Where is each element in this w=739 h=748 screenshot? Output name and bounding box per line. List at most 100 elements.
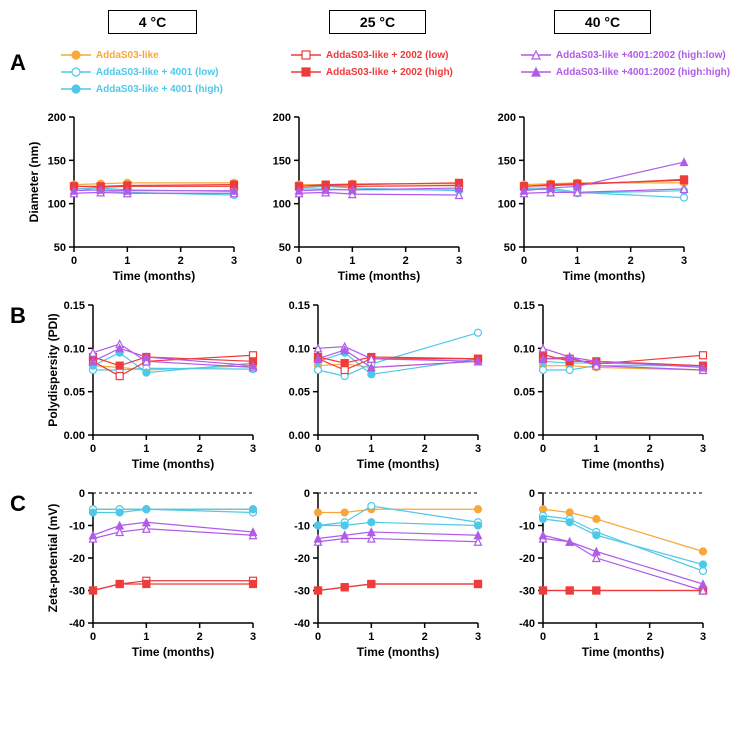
svg-text:-40: -40 [294,618,310,630]
figure-container: 4 °C25 °C40 °C A AddaS03-likeAddaS03-lik… [10,10,729,663]
svg-text:-30: -30 [69,586,85,598]
svg-text:-40: -40 [519,618,535,630]
svg-text:200: 200 [273,112,291,124]
svg-text:100: 100 [273,199,291,211]
svg-text:3: 3 [456,255,462,267]
svg-text:Time (months): Time (months) [357,457,439,471]
svg-text:Diameter (nm): Diameter (nm) [27,142,41,223]
legend-item: AddaS03-like + 2002 (high) [291,65,506,79]
svg-text:0.10: 0.10 [514,343,535,355]
svg-text:0.10: 0.10 [289,343,310,355]
svg-text:2: 2 [197,443,203,455]
svg-text:0.15: 0.15 [289,300,310,312]
svg-text:0: 0 [315,631,321,643]
svg-text:Zeta-potential (mV): Zeta-potential (mV) [46,504,60,613]
svg-text:Time (months): Time (months) [563,269,645,283]
svg-text:0: 0 [529,488,535,500]
svg-text:3: 3 [475,443,481,455]
legend-item: AddaS03-like +4001:2002 (high:high) [521,65,736,79]
svg-text:0: 0 [90,443,96,455]
svg-text:2: 2 [402,255,408,267]
svg-text:1: 1 [368,631,374,643]
svg-text:-10: -10 [69,521,85,533]
panels-row-C: Zeta-potential (mV) -40 -30 -20 -10 0 0 1 2 3 Time… [45,483,710,663]
panels-row-A: Diameter (nm) 50 100 150 200 0 1 2 3 Time (months… [26,107,736,287]
svg-text:-30: -30 [519,586,535,598]
svg-text:1: 1 [143,443,149,455]
svg-text:3: 3 [250,631,256,643]
svg-text:1: 1 [593,631,599,643]
svg-text:0: 0 [521,255,527,267]
svg-text:0.10: 0.10 [64,343,85,355]
row-C: C Zeta-potential (mV) -40 -30 -20 -10 0 0 1 2 3 Ti… [10,483,729,663]
svg-text:150: 150 [48,155,66,167]
svg-text:0: 0 [315,443,321,455]
chart-panel: Diameter (nm)501001502000123Time (months… [26,107,241,287]
svg-text:50: 50 [504,242,516,254]
legend-item: AddaS03-like + 4001 (low) [61,65,276,79]
svg-text:-40: -40 [69,618,85,630]
svg-text:2: 2 [422,631,428,643]
svg-text:2: 2 [647,443,653,455]
svg-text:50: 50 [54,242,66,254]
svg-text:Time (months): Time (months) [113,269,195,283]
svg-text:0.00: 0.00 [514,430,535,442]
row-label-B: B [10,295,45,329]
chart-panel: 501001502000123Time (months) [476,107,691,287]
svg-text:Time (months): Time (months) [582,457,664,471]
svg-text:100: 100 [48,199,66,211]
legend-item: AddaS03-like + 2002 (low) [291,48,506,62]
svg-text:1: 1 [574,255,580,267]
svg-text:150: 150 [273,155,291,167]
svg-text:0: 0 [90,631,96,643]
legend-item: AddaS03-like +4001:2002 (high:low) [521,48,736,62]
row-B: B Polydispersity (PDI) 0.00 0.05 0.10 0.15 0 1… [10,295,729,475]
svg-text:3: 3 [681,255,687,267]
svg-text:50: 50 [279,242,291,254]
svg-text:-10: -10 [294,521,310,533]
chart-panel: -40-30-20-1000123Time (months) [270,483,485,663]
panels-row-B: Polydispersity (PDI) 0.00 0.05 0.10 0.15 0 1 2 3… [45,295,710,475]
svg-text:1: 1 [143,631,149,643]
legend-item: AddaS03-like [61,48,276,62]
chart-panel: 0.000.050.100.150123Time (months) [270,295,485,475]
svg-text:2: 2 [177,255,183,267]
chart-panel: -40-30-20-1000123Time (months) [495,483,710,663]
row-label-C: C [10,483,45,517]
legend-item: AddaS03-like + 4001 (high) [61,82,276,96]
svg-text:0.00: 0.00 [289,430,310,442]
svg-text:Time (months): Time (months) [132,645,214,659]
chart-panel: Polydispersity (PDI)0.000.050.100.150123… [45,295,260,475]
svg-text:Time (months): Time (months) [338,269,420,283]
svg-text:2: 2 [647,631,653,643]
svg-text:0.05: 0.05 [289,387,310,399]
svg-text:3: 3 [700,631,706,643]
svg-text:2: 2 [197,631,203,643]
svg-text:-30: -30 [294,586,310,598]
svg-text:2: 2 [627,255,633,267]
legend: AddaS03-like AddaS03-like + 4001 (low) Add… [61,48,736,99]
svg-text:100: 100 [498,199,516,211]
svg-text:0: 0 [79,488,85,500]
svg-text:0.15: 0.15 [514,300,535,312]
svg-text:Time (months): Time (months) [132,457,214,471]
temperature-header: 40 °C [495,10,710,34]
svg-text:3: 3 [250,443,256,455]
svg-text:0.05: 0.05 [64,387,85,399]
row-label-A: A [10,42,26,76]
svg-text:0.15: 0.15 [64,300,85,312]
svg-text:150: 150 [498,155,516,167]
svg-text:1: 1 [593,443,599,455]
svg-text:0: 0 [540,443,546,455]
svg-text:200: 200 [48,112,66,124]
row-A-with-legend: A AddaS03-like AddaS03-like + 4001 (low) A… [10,42,729,287]
svg-text:0: 0 [540,631,546,643]
chart-panel: 0.000.050.100.150123Time (months) [495,295,710,475]
svg-text:3: 3 [231,255,237,267]
chart-panel: Zeta-potential (mV) -40 -30 -20 -10 0 0 1 2 3 Time… [45,483,260,663]
svg-text:Polydispersity (PDI): Polydispersity (PDI) [46,313,60,426]
svg-text:1: 1 [368,443,374,455]
temperature-header: 4 °C [45,10,260,34]
svg-text:-20: -20 [69,553,85,565]
svg-text:Time (months): Time (months) [357,645,439,659]
